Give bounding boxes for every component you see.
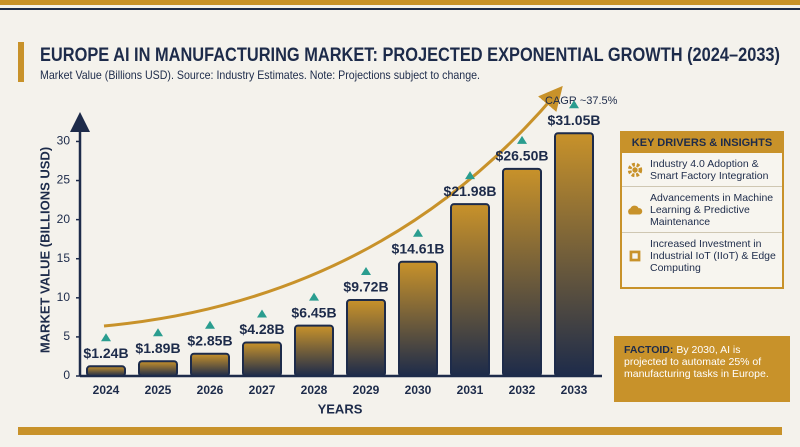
x-axis-label: YEARS bbox=[318, 401, 363, 416]
value-label: $4.28B bbox=[239, 321, 284, 337]
value-label: $6.45B bbox=[291, 304, 336, 320]
annotation: CAGR ~37.5% bbox=[545, 95, 618, 107]
x-tick-label: 2024 bbox=[93, 383, 120, 397]
y-tick-label: 30 bbox=[57, 134, 71, 148]
gear-icon bbox=[627, 162, 643, 178]
x-tick-label: 2029 bbox=[353, 383, 380, 397]
title-accent bbox=[18, 42, 24, 82]
bottom-band bbox=[18, 427, 782, 435]
marker bbox=[101, 333, 111, 342]
marker bbox=[153, 328, 163, 337]
marker bbox=[205, 320, 215, 329]
bar bbox=[502, 167, 542, 377]
y-tick-label: 0 bbox=[63, 368, 70, 382]
bar bbox=[242, 341, 282, 377]
chart-title: EUROPE AI IN MANUFACTURING MARKET: PROJE… bbox=[40, 45, 780, 66]
marker bbox=[517, 135, 527, 144]
top-band bbox=[0, 0, 800, 5]
factoid-text: By 2030, AI is projected to automate 25%… bbox=[624, 344, 769, 380]
x-tick-label: 2027 bbox=[249, 383, 276, 397]
x-tick-label: 2031 bbox=[457, 383, 484, 397]
chip-icon bbox=[629, 250, 641, 262]
panel-title: KEY DRIVERS & INSIGHTS bbox=[622, 133, 782, 153]
value-label: $2.85B bbox=[187, 332, 232, 348]
driver-item: Industry 4.0 Adoption & Smart Factory In… bbox=[622, 153, 782, 187]
driver-item: Advancements in Machine Learning & Predi… bbox=[622, 187, 782, 233]
y-tick-label: 10 bbox=[57, 290, 71, 304]
y-tick-label: 25 bbox=[57, 173, 71, 187]
marker bbox=[569, 100, 579, 109]
bar bbox=[190, 352, 230, 377]
value-label: $26.50B bbox=[496, 148, 549, 164]
trend-arrow bbox=[103, 85, 563, 328]
x-tick-label: 2026 bbox=[197, 383, 224, 397]
x-tick-label: 2025 bbox=[145, 383, 172, 397]
bar bbox=[86, 365, 126, 377]
value-label: $1.24B bbox=[83, 345, 128, 361]
driver-text: Industry 4.0 Adoption & Smart Factory In… bbox=[650, 158, 769, 182]
driver-text: Increased Investment in Industrial IoT (… bbox=[650, 238, 776, 274]
bar bbox=[554, 132, 594, 377]
chart-subtitle: Market Value (Billions USD). Source: Ind… bbox=[40, 68, 480, 82]
value-label: $31.05B bbox=[548, 112, 601, 128]
marker bbox=[361, 267, 371, 276]
x-tick-label: 2032 bbox=[509, 383, 536, 397]
driver-text: Advancements in Machine Learning & Predi… bbox=[650, 192, 774, 228]
factoid-label: FACTOID: bbox=[624, 344, 674, 356]
value-label: $1.89B bbox=[135, 340, 180, 356]
y-tick-label: 5 bbox=[63, 329, 70, 343]
value-label: $21.98B bbox=[444, 183, 497, 199]
x-tick-label: 2033 bbox=[561, 383, 588, 397]
value-label: $9.72B bbox=[343, 279, 388, 295]
bar bbox=[450, 203, 490, 377]
bar bbox=[138, 360, 178, 377]
marker bbox=[257, 309, 267, 318]
cloud-icon bbox=[628, 205, 643, 215]
value-label: $14.61B bbox=[392, 240, 445, 256]
driver-item: Increased Investment in Industrial IoT (… bbox=[622, 233, 782, 278]
marker bbox=[465, 171, 475, 180]
bar bbox=[398, 260, 438, 377]
y-tick-label: 20 bbox=[57, 212, 71, 226]
factoid: FACTOID: By 2030, AI is projected to aut… bbox=[614, 336, 790, 402]
marker bbox=[309, 292, 319, 301]
x-tick-label: 2030 bbox=[405, 383, 432, 397]
x-tick-label: 2028 bbox=[301, 383, 328, 397]
top-rule bbox=[0, 8, 800, 10]
drivers-panel: KEY DRIVERS & INSIGHTS Industry 4.0 Adop… bbox=[620, 131, 784, 289]
y-axis-label: MARKET VALUE (BILLIONS USD) bbox=[37, 147, 52, 353]
marker bbox=[413, 228, 423, 237]
y-tick-label: 15 bbox=[57, 251, 71, 265]
bar bbox=[346, 299, 386, 377]
bar bbox=[294, 324, 334, 377]
